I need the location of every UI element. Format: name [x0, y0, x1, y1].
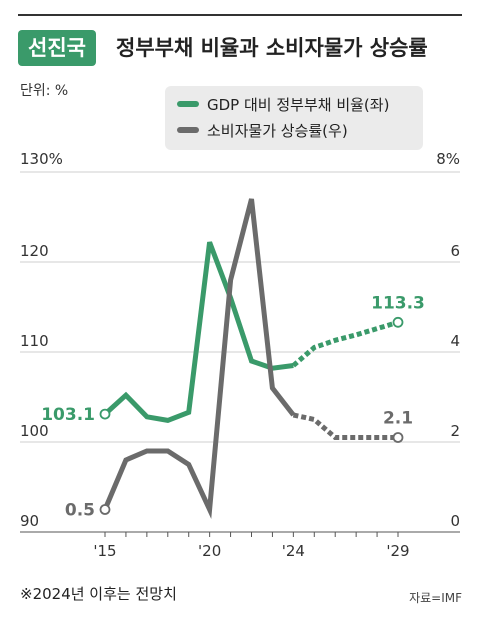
unit-label: 단위: %: [20, 83, 69, 99]
top-rule: [18, 14, 462, 16]
y-right-tick-label: 4: [450, 332, 460, 350]
series-start-label-1: 0.5: [65, 501, 95, 521]
series-forecast-line-0: [291, 319, 399, 368]
series-start-marker-0: [99, 408, 111, 420]
x-tick-label: '20: [198, 542, 221, 560]
footnote: ※2024년 이후는 전망치: [20, 585, 177, 603]
legend-item-cpi: 소비자물가 상승률(우): [177, 118, 348, 142]
y-left-top-label: 130%: [20, 150, 63, 168]
x-tick-label: '24: [282, 542, 305, 560]
y-right-top-label: 8%: [436, 150, 460, 168]
legend-item-debt: GDP 대비 정부부채 비율(좌): [177, 92, 389, 116]
series-line-0: [103, 241, 294, 423]
chart-title: 정부부채 비율과 소비자물가 상승률: [116, 36, 428, 60]
x-tick-label: '15: [93, 542, 116, 560]
source-label: 자료=IMF: [409, 591, 462, 605]
x-tick-label: '29: [386, 542, 409, 560]
series-end-label-0: 113.3: [371, 293, 425, 313]
y-left-tick-label: 110: [20, 332, 49, 350]
legend-swatch-green: [177, 101, 199, 107]
series-end-marker-1: [392, 432, 404, 443]
y-left-tick-label: 90: [20, 512, 39, 530]
legend-label-debt: GDP 대비 정부부채 비율(좌): [207, 95, 390, 114]
region-badge: 선진국: [18, 30, 96, 66]
series-end-marker-0: [392, 316, 404, 328]
series-start-marker-1: [99, 504, 111, 515]
series-forecast-line-1: [292, 412, 398, 440]
legend: GDP 대비 정부부채 비율(좌) 소비자물가 상승률(우): [165, 86, 423, 150]
y-right-tick-label: 2: [450, 422, 460, 440]
series-start-label-0: 103.1: [41, 405, 95, 425]
y-left-tick-label: 100: [20, 422, 49, 440]
series-end-label-1: 2.1: [383, 409, 413, 429]
y-right-tick-label: 6: [450, 242, 460, 260]
y-left-tick-label: 120: [20, 242, 49, 260]
y-right-tick-label: 0: [450, 512, 460, 530]
legend-swatch-gray: [177, 127, 199, 133]
legend-label-cpi: 소비자물가 상승률(우): [207, 121, 348, 140]
series-line-1: [102, 198, 296, 519]
